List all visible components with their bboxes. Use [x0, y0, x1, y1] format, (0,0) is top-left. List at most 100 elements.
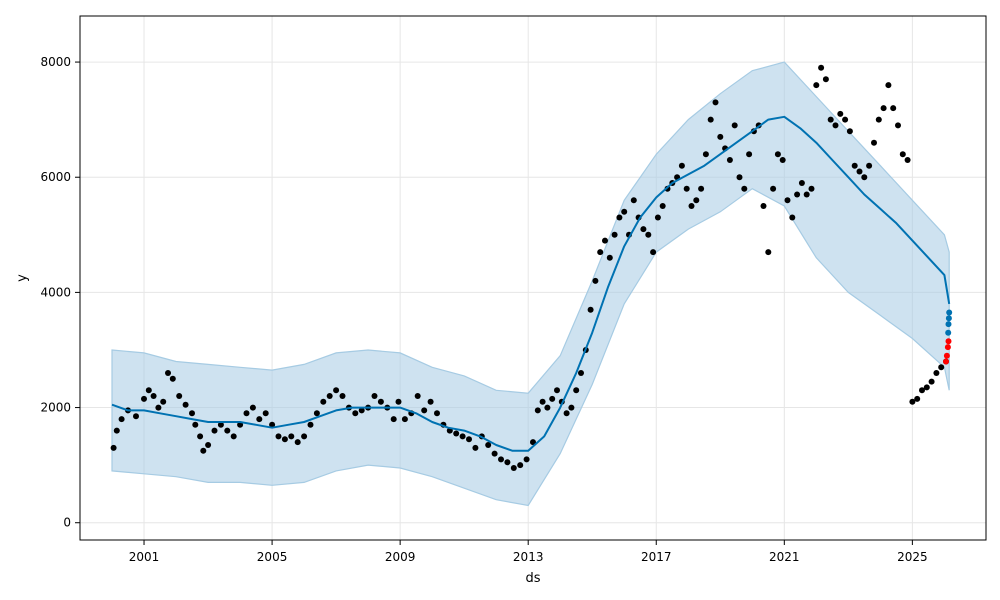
observed-point: [498, 456, 504, 463]
red-point: [943, 358, 949, 365]
x-tick-label: 2025: [897, 550, 928, 564]
observed-point: [434, 410, 440, 417]
observed-point: [784, 197, 791, 204]
y-tick-label: 2000: [40, 401, 71, 415]
observed-point: [563, 410, 570, 417]
x-axis-label: ds: [525, 571, 540, 586]
observed-point: [842, 116, 849, 123]
uncertainty-band: [111, 61, 950, 507]
observed-point: [717, 133, 724, 140]
observed-point: [160, 398, 167, 405]
observed-point: [794, 191, 801, 198]
observed-point: [808, 185, 815, 192]
observed-point: [371, 393, 378, 399]
observed-point: [534, 407, 541, 414]
observed-point: [182, 401, 189, 408]
observed-point: [390, 416, 397, 423]
observed-point: [414, 393, 421, 399]
observed-point: [770, 185, 777, 192]
observed-point: [798, 180, 805, 186]
observed-point: [890, 105, 897, 112]
observed-point: [189, 410, 195, 417]
uncertainty-interval-layer: [111, 61, 950, 507]
observed-point: [307, 421, 314, 428]
observed-point: [256, 416, 263, 423]
observed-point: [746, 151, 753, 158]
observed-point: [726, 157, 733, 163]
observed-point: [866, 162, 873, 169]
observed-point: [427, 398, 434, 405]
observed-point: [262, 410, 269, 417]
observed-point: [217, 421, 224, 428]
observed-point: [275, 433, 282, 440]
observed-point: [875, 116, 882, 123]
observed-point: [169, 375, 176, 382]
observed-point: [243, 410, 250, 417]
observed-point: [928, 378, 935, 385]
observed-point: [459, 433, 466, 440]
forecast-line: [111, 115, 951, 452]
observed-point: [851, 162, 858, 169]
observed-point: [923, 384, 930, 391]
observed-point: [326, 393, 333, 399]
observed-point: [765, 249, 772, 256]
observed-point: [741, 185, 748, 192]
observed-point: [544, 404, 551, 411]
observed-point: [904, 157, 911, 163]
observed-point: [611, 231, 618, 238]
observed-point: [320, 398, 327, 405]
x-axis-ticks: 2001 2005 2009 2013 2017 2021 2025: [129, 540, 928, 564]
observed-point: [211, 427, 218, 434]
observed-point: [616, 214, 623, 221]
observed-point: [176, 393, 183, 399]
forecast-line-layer: [111, 115, 951, 452]
observed-point: [630, 197, 637, 204]
observed-point: [731, 122, 738, 129]
x-tick-label: 2009: [385, 550, 416, 564]
observed-point: [803, 191, 810, 198]
observed-point: [504, 459, 511, 466]
observed-point: [269, 421, 276, 428]
observed-point: [760, 203, 767, 209]
observed-point: [789, 214, 796, 221]
observed-point: [606, 254, 613, 261]
observed-point: [712, 99, 719, 106]
observed-point: [707, 116, 714, 123]
observed-point: [133, 413, 139, 420]
y-tick-label: 8000: [40, 55, 71, 69]
observed-point: [779, 157, 786, 163]
observed-point: [621, 208, 628, 215]
observed-point: [549, 395, 556, 402]
observed-point: [832, 122, 839, 129]
observed-point: [736, 174, 743, 181]
observed-point: [640, 226, 647, 233]
y-axis-ticks: 0 2000 4000 6000 8000: [40, 55, 80, 530]
observed-point: [909, 398, 916, 405]
observed-point: [377, 398, 384, 405]
observed-point: [846, 128, 853, 135]
observed-point: [813, 82, 820, 89]
observed-point: [688, 203, 695, 209]
observed-point: [587, 306, 594, 313]
x-tick-label: 2013: [513, 550, 544, 564]
observed-point: [249, 404, 256, 411]
observed-point: [313, 410, 320, 417]
observed-point: [914, 395, 921, 402]
observed-point: [165, 370, 171, 376]
observed-point: [110, 444, 117, 451]
observed-point: [395, 398, 402, 405]
observed-point: [856, 168, 863, 175]
y-axis-label: y: [15, 274, 30, 282]
observed-point: [192, 421, 199, 428]
blue-point: [945, 329, 952, 336]
observed-point: [938, 364, 945, 371]
observed-point: [485, 442, 492, 448]
observed-point: [453, 430, 460, 437]
y-tick-label: 0: [63, 516, 71, 530]
observed-point: [698, 185, 705, 192]
observed-point: [288, 433, 295, 440]
red-point: [944, 344, 951, 351]
x-tick-label: 2001: [129, 550, 160, 564]
